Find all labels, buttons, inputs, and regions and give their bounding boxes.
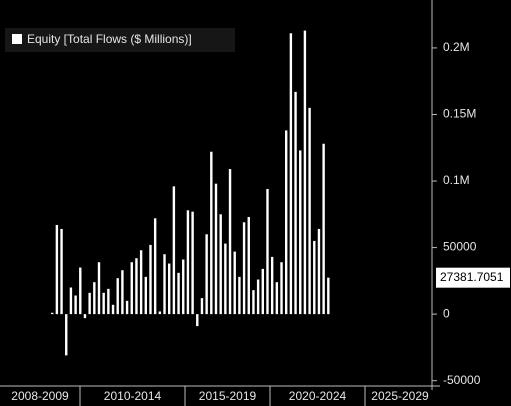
x-period-label: 2020-2024	[289, 389, 347, 403]
bar	[51, 312, 54, 315]
bar	[205, 234, 208, 315]
bar	[294, 91, 297, 315]
bar	[191, 211, 194, 315]
bar	[79, 267, 82, 315]
bar	[242, 222, 246, 315]
bar	[308, 107, 311, 315]
bar	[83, 314, 87, 319]
bar	[55, 224, 59, 315]
legend-label: Equity [Total Flows ($ Millions)]	[27, 32, 192, 46]
bar	[116, 278, 119, 315]
value-label-box	[436, 267, 510, 288]
bar	[182, 259, 185, 315]
legend-swatch	[12, 34, 22, 44]
bar	[299, 150, 302, 315]
bar	[238, 276, 241, 315]
x-period-label: 2010-2014	[104, 389, 162, 403]
y-tick-label: -50000	[443, 373, 481, 387]
bar	[69, 287, 73, 315]
bar	[158, 311, 162, 315]
bar	[97, 262, 101, 315]
bar	[139, 250, 143, 315]
legend-box	[5, 28, 235, 52]
bar	[163, 254, 166, 315]
y-tick-label: 0.15M	[443, 107, 476, 121]
bar	[275, 282, 279, 315]
y-tick-label: 0	[443, 306, 450, 320]
bar	[280, 262, 283, 315]
bar	[177, 272, 180, 315]
bar	[289, 33, 293, 315]
bar	[102, 292, 105, 315]
y-tick-label: 50000	[443, 240, 477, 254]
bar	[317, 228, 321, 315]
bar	[65, 314, 68, 356]
bar	[233, 251, 236, 315]
bar	[322, 143, 325, 315]
bar	[172, 186, 176, 315]
bar	[186, 210, 190, 315]
bar	[252, 290, 255, 315]
bar	[224, 243, 227, 315]
bar	[111, 304, 115, 315]
bar	[168, 263, 171, 315]
bar	[196, 314, 199, 327]
y-tick-label: 0.2M	[443, 40, 470, 54]
bar	[214, 183, 218, 315]
x-period-label: 2008-2009	[11, 389, 69, 403]
bar	[130, 262, 133, 315]
bar	[88, 292, 91, 315]
x-period-label: 2025-2029	[371, 389, 429, 403]
bar	[149, 244, 152, 315]
bar	[153, 218, 157, 315]
bar	[256, 279, 260, 315]
value-label: 27381.7051	[440, 270, 504, 284]
bar	[270, 256, 274, 315]
bar	[125, 300, 129, 315]
bar	[261, 268, 264, 315]
bar	[74, 295, 77, 315]
bar	[266, 189, 269, 315]
bar	[200, 298, 204, 315]
bar	[210, 151, 213, 315]
bar	[144, 276, 147, 315]
bar	[327, 277, 330, 315]
bar	[303, 30, 307, 315]
bar	[247, 216, 250, 315]
bar	[135, 258, 138, 315]
bar	[60, 228, 63, 315]
bar	[107, 288, 110, 315]
bar	[313, 240, 316, 315]
x-period-label: 2015-2019	[199, 389, 257, 403]
bar	[219, 214, 222, 315]
bar	[285, 130, 288, 315]
bar	[121, 270, 124, 315]
y-tick-label: 0.1M	[443, 173, 470, 187]
bar	[93, 282, 96, 315]
bar	[228, 169, 232, 315]
